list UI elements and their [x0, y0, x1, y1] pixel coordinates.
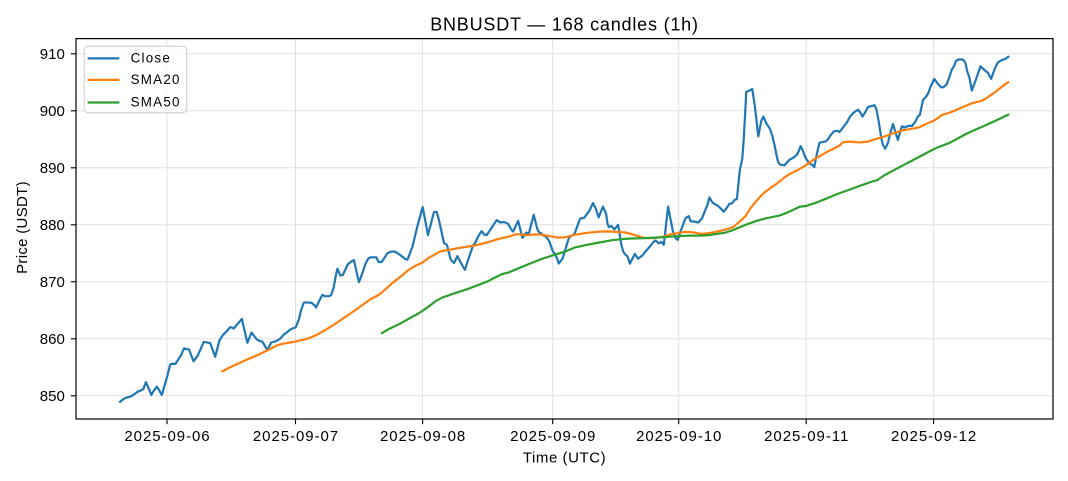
svg-text:890: 890	[40, 160, 65, 177]
svg-text:Price (USDT): Price (USDT)	[14, 181, 31, 274]
svg-text:BNBUSDT — 168 candles (1h): BNBUSDT — 168 candles (1h)	[430, 14, 699, 34]
svg-text:SMA50: SMA50	[131, 94, 181, 109]
svg-text:2025-09-12: 2025-09-12	[891, 428, 977, 445]
svg-text:880: 880	[40, 217, 65, 234]
svg-text:910: 910	[40, 46, 65, 63]
svg-text:860: 860	[40, 331, 65, 348]
svg-text:2025-09-10: 2025-09-10	[636, 428, 722, 445]
svg-text:850: 850	[40, 388, 65, 405]
svg-text:870: 870	[40, 274, 65, 291]
svg-text:900: 900	[40, 103, 65, 120]
svg-text:SMA20: SMA20	[131, 72, 181, 87]
svg-text:Close: Close	[131, 50, 172, 65]
svg-text:2025-09-11: 2025-09-11	[764, 428, 849, 445]
svg-text:Time (UTC): Time (UTC)	[523, 449, 606, 466]
svg-text:2025-09-06: 2025-09-06	[124, 428, 210, 445]
svg-text:2025-09-07: 2025-09-07	[253, 428, 339, 445]
svg-text:2025-09-09: 2025-09-09	[510, 428, 596, 445]
svg-text:2025-09-08: 2025-09-08	[380, 428, 466, 445]
